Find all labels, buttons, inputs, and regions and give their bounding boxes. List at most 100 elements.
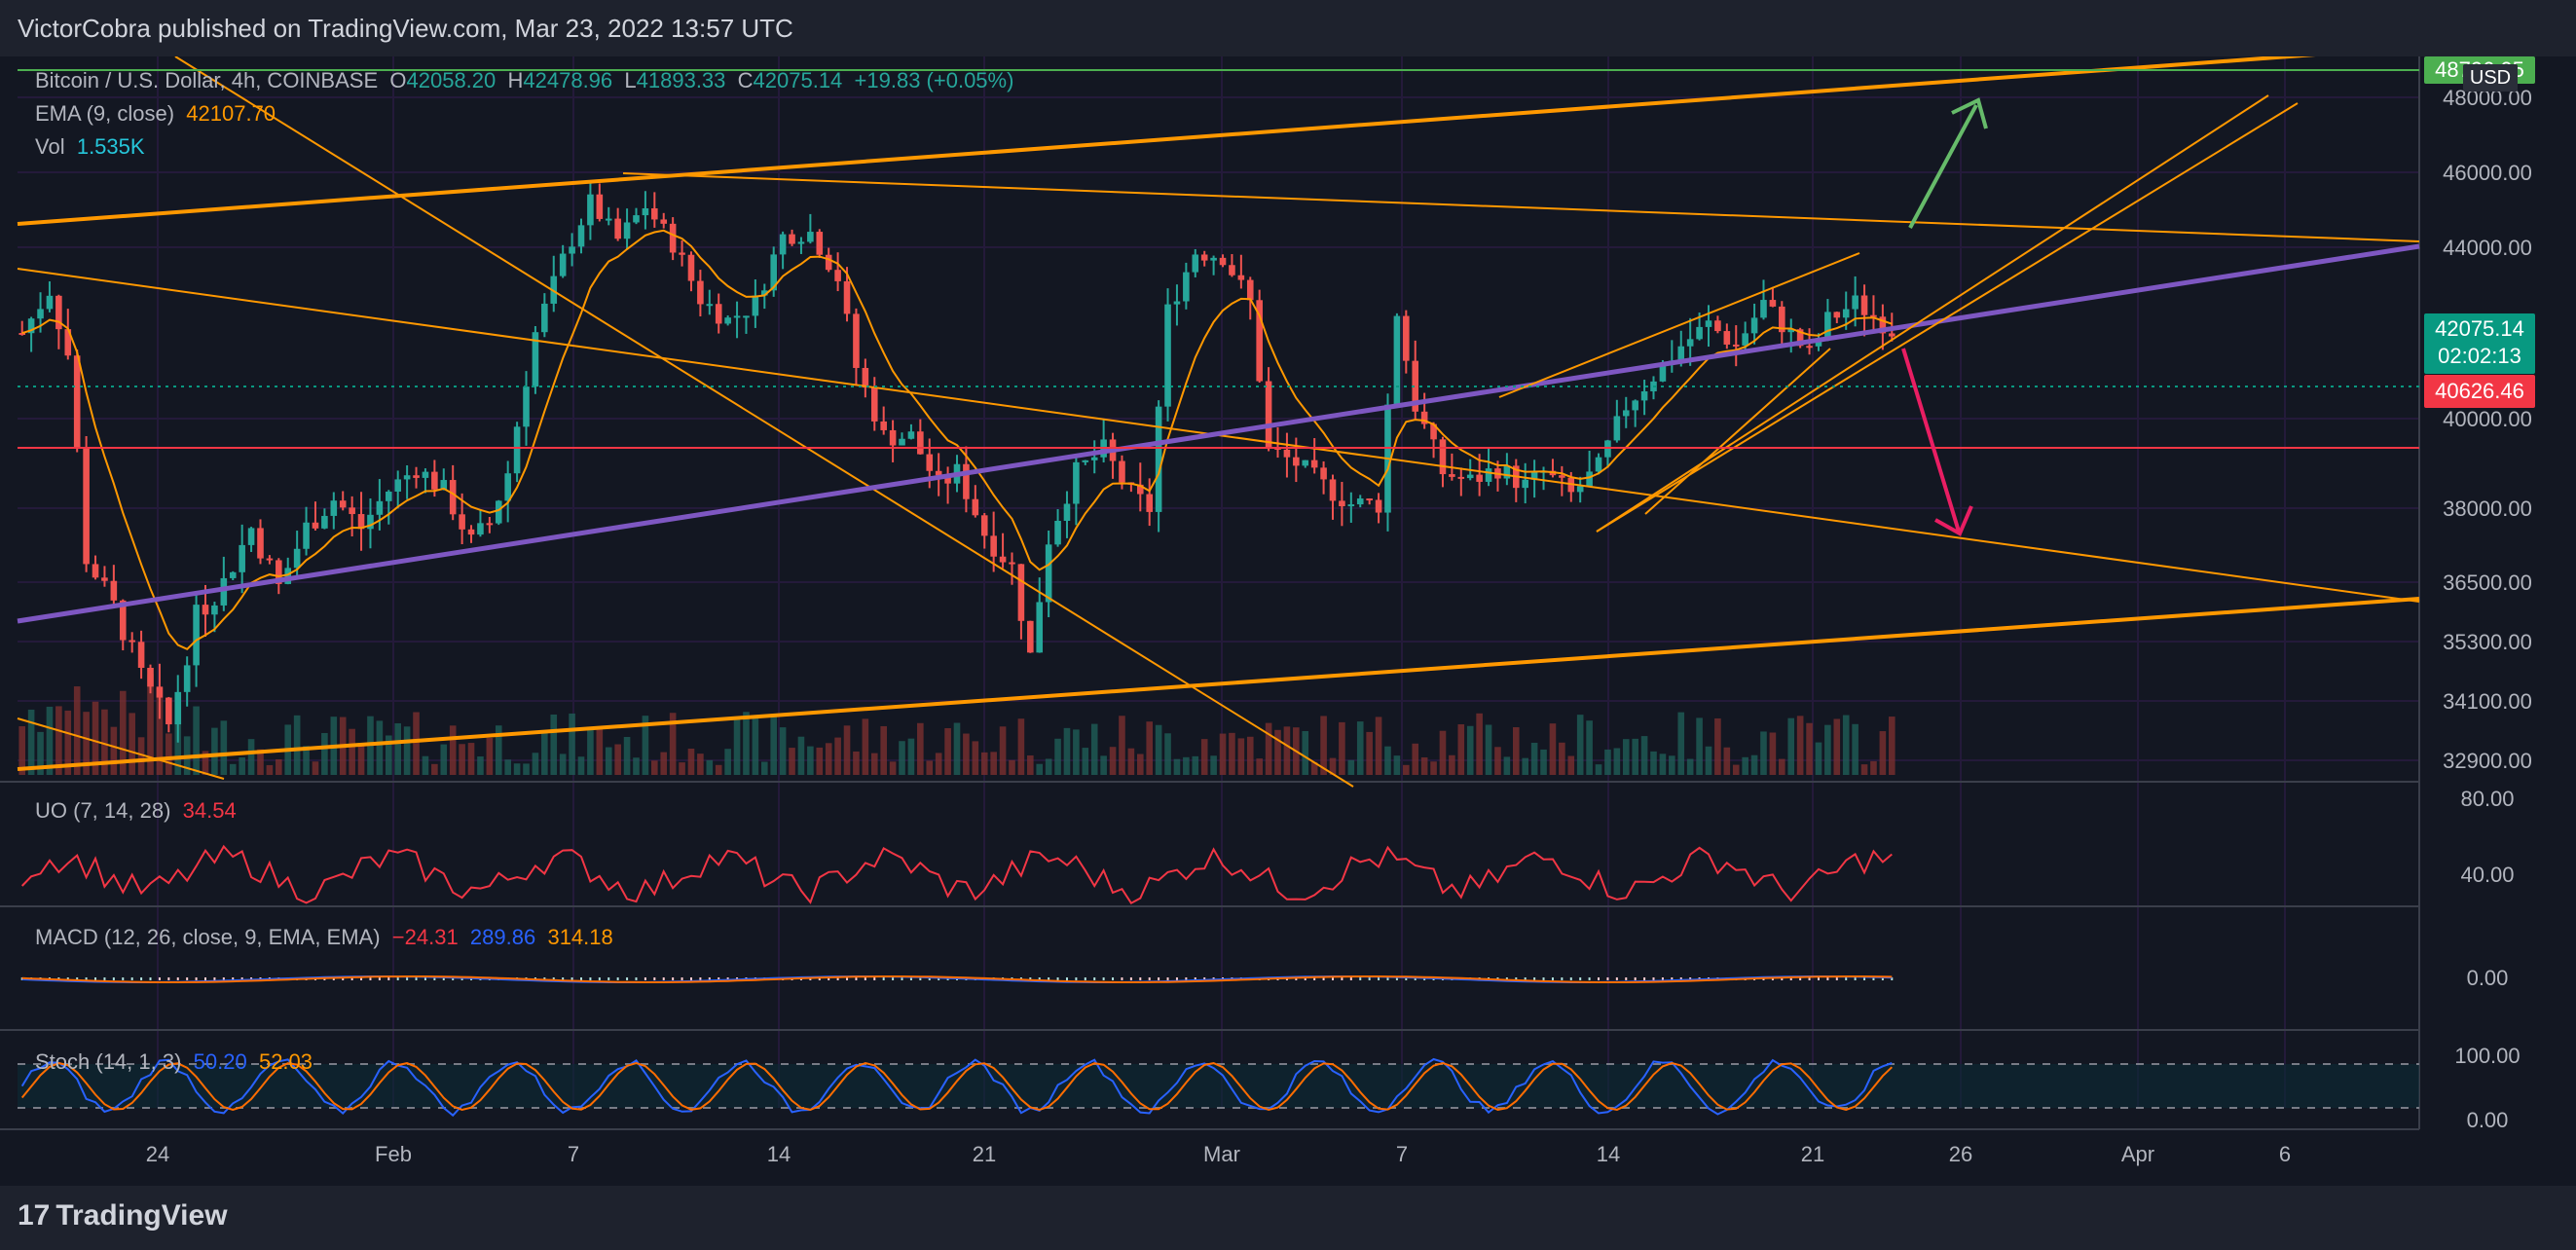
macd-hist-bar — [644, 977, 646, 980]
volume-bar — [1393, 755, 1401, 775]
volume-bar — [403, 726, 411, 775]
volume-bar — [1714, 717, 1721, 775]
candle-body — [1870, 314, 1877, 317]
volume-bar — [83, 712, 90, 775]
volume-bar — [770, 714, 778, 775]
candle-body — [523, 386, 530, 427]
candle-body — [532, 332, 539, 387]
candle-body — [339, 500, 347, 508]
candle-body — [1586, 471, 1593, 487]
volume-bar — [733, 717, 741, 775]
candle-body — [349, 507, 355, 515]
volume-bar — [760, 761, 768, 775]
volume-bar — [1494, 747, 1501, 775]
candle-body — [1210, 257, 1217, 261]
volume-bar — [1769, 732, 1777, 775]
volume-bar — [797, 736, 805, 775]
x-tick-label: Mar — [1203, 1142, 1240, 1166]
short-descending-line — [17, 717, 225, 780]
candle-body — [980, 515, 988, 536]
candle-body — [651, 208, 658, 220]
candle-body — [870, 387, 878, 422]
candle-body — [1879, 316, 1887, 334]
volume-bar — [1476, 713, 1483, 775]
volume-bar — [843, 725, 851, 775]
macd-hist-bar — [1038, 977, 1041, 980]
candle-body — [467, 529, 475, 535]
volume-bar — [1412, 743, 1419, 775]
volume-bar — [1229, 732, 1235, 775]
volume-bar — [18, 725, 26, 775]
macd-hist-bar — [726, 977, 729, 980]
macd-hist-bar — [1799, 977, 1802, 980]
volume-bar — [1036, 763, 1044, 775]
volume-bar — [1696, 717, 1703, 775]
candle-body — [431, 471, 438, 490]
macd-hist-bar — [635, 977, 638, 980]
volume-bar — [1274, 729, 1281, 775]
candle-body — [1412, 360, 1419, 412]
macd-hist-bar — [1542, 977, 1545, 980]
macd-hist-bar — [928, 977, 931, 980]
macd-hist-bar — [186, 977, 189, 980]
lower-channel-line — [17, 597, 2420, 771]
wedge-upper-line — [1596, 94, 2269, 533]
volume-bar — [312, 761, 319, 775]
macd-hist-bar — [1102, 977, 1105, 980]
macd-hist-bar — [1808, 977, 1811, 980]
candle-body — [907, 431, 915, 439]
candle-body — [83, 448, 90, 565]
candle-body — [376, 500, 384, 515]
candle-body — [1769, 300, 1777, 307]
volume-bar — [486, 737, 494, 775]
x-tick-label: 21 — [973, 1142, 996, 1166]
macd-hist-bar — [1158, 977, 1160, 980]
macd-hist-bar — [909, 977, 912, 980]
trendline-drawings[interactable] — [17, 56, 2420, 788]
volume-bar — [917, 722, 924, 775]
candle-body — [110, 580, 118, 601]
candle-body — [495, 500, 502, 524]
candle-body — [266, 558, 274, 561]
volume-bar — [1806, 722, 1813, 775]
macd-hist-bar — [149, 977, 152, 980]
macd-hist-bar — [94, 977, 97, 980]
volume-bar — [1852, 723, 1858, 775]
candle-body — [1522, 479, 1529, 489]
volume-bar — [1146, 721, 1154, 775]
volume-bar — [1842, 715, 1850, 775]
volume-bar — [110, 726, 118, 775]
candle-body — [825, 254, 832, 271]
candle-body — [276, 560, 282, 584]
macd-hist-bar — [213, 977, 216, 980]
candle-body — [166, 697, 172, 725]
candle-body — [743, 315, 750, 318]
volume-bar — [1604, 749, 1611, 775]
macd-hist-bar — [1341, 977, 1343, 980]
volume-bar — [1219, 733, 1227, 775]
macd-hist-bar — [1835, 977, 1838, 980]
macd-hist-bar — [1689, 977, 1692, 980]
candle-body — [303, 522, 310, 549]
volume-bar — [321, 732, 328, 775]
volume-bar — [532, 753, 539, 775]
macd-hist-bar — [1139, 977, 1142, 980]
currency-label[interactable]: USD — [2463, 64, 2518, 92]
candle-body — [1347, 504, 1355, 507]
volume-bar — [743, 712, 750, 775]
volume-bar — [257, 749, 264, 775]
volume-bar — [1650, 751, 1657, 775]
volume-bar — [477, 756, 484, 775]
volume-bar — [1246, 736, 1254, 775]
macd-hist-bar — [387, 977, 390, 980]
macd-hist-bar — [699, 977, 702, 980]
candle-body — [633, 215, 640, 223]
volume-bar — [247, 739, 255, 775]
chart-area[interactable]: 48000.0046000.0044000.0040000.0038000.00… — [0, 56, 2576, 1186]
tradingview-logo[interactable]: 17 TradingView — [18, 1199, 228, 1232]
candle-body — [357, 514, 365, 530]
volume-bar — [1457, 724, 1465, 775]
volume-bar — [1860, 764, 1868, 775]
footer: 17 TradingView — [0, 1186, 2576, 1250]
volume-bar — [1595, 764, 1602, 775]
